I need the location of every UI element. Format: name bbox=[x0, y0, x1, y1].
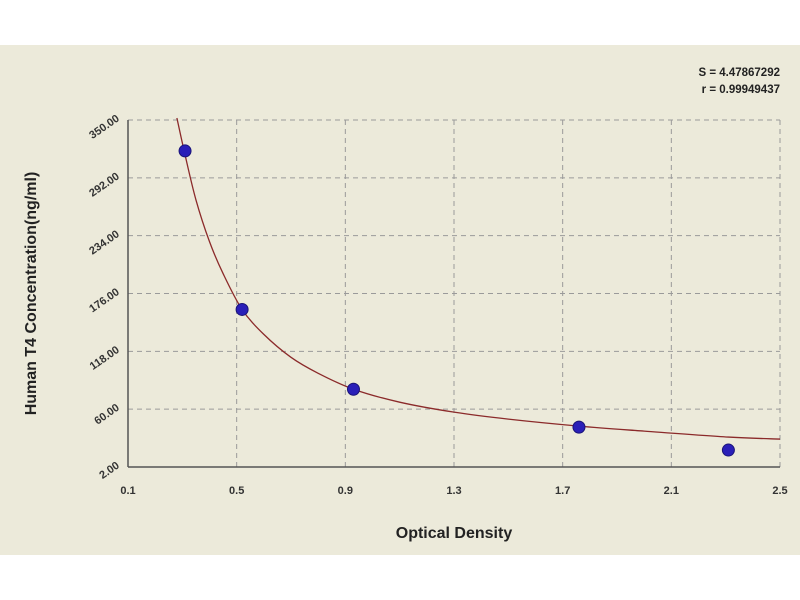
y-tick-label: 118.00 bbox=[88, 344, 122, 373]
y-tick-label: 176.00 bbox=[87, 286, 121, 315]
data-point bbox=[572, 420, 586, 434]
fit-curve bbox=[176, 117, 781, 440]
fit-statistics: S = 4.47867292 r = 0.99949437 bbox=[698, 65, 780, 99]
x-tick-label: 2.5 bbox=[772, 485, 787, 497]
x-tick-label: 0.9 bbox=[338, 485, 353, 497]
x-tick-label: 1.3 bbox=[446, 485, 461, 497]
y-tick-label: 292.00 bbox=[87, 170, 121, 199]
data-point bbox=[235, 302, 249, 316]
y-tick-label: 350.00 bbox=[87, 113, 121, 142]
axes bbox=[127, 120, 780, 468]
stat-s: S = 4.47867292 bbox=[698, 67, 780, 79]
y-tick-label: 60.00 bbox=[92, 402, 121, 428]
chart-panel: S = 4.47867292 r = 0.99949437 0.1 0.5 0.9 1… bbox=[0, 45, 800, 555]
data-point bbox=[721, 443, 735, 457]
tick-labels: 0.1 0.5 0.9 1.3 1.7 2.1 2.5 2.00 60.00 118.00 176.… bbox=[87, 113, 787, 497]
data-point bbox=[346, 382, 360, 396]
x-axis-title: Optical Density bbox=[396, 525, 513, 542]
stat-r: r = 0.99949437 bbox=[701, 84, 780, 96]
x-tick-label: 2.1 bbox=[664, 485, 679, 497]
y-axis-title: Human T4 Concentration(ng/ml) bbox=[23, 172, 40, 416]
y-tick-label: 234.00 bbox=[87, 228, 121, 257]
x-tick-label: 0.5 bbox=[229, 485, 244, 497]
grid-lines bbox=[128, 119, 781, 467]
chart-svg: 0.1 0.5 0.9 1.3 1.7 2.1 2.5 2.00 60.00 118.00 176.… bbox=[23, 113, 788, 542]
x-tick-label: 0.1 bbox=[120, 485, 135, 497]
x-tick-label: 1.7 bbox=[555, 485, 570, 497]
data-point bbox=[178, 144, 192, 158]
y-tick-label: 2.00 bbox=[97, 460, 121, 482]
data-points bbox=[178, 144, 735, 457]
fit-curve-line bbox=[176, 117, 781, 440]
